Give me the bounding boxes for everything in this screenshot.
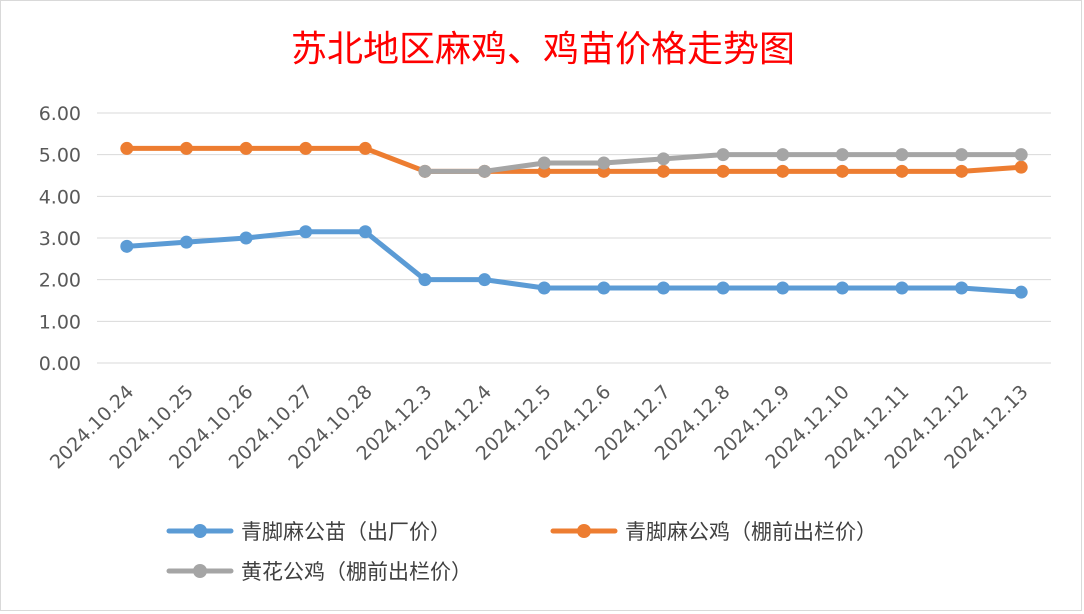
- data-point: [895, 164, 909, 178]
- x-axis-ticks: 2024.10.242024.10.252024.10.262024.10.27…: [46, 381, 1033, 473]
- y-tick-label: 6.00: [39, 103, 81, 125]
- y-tick-label: 2.00: [39, 270, 81, 292]
- data-point: [955, 164, 969, 178]
- legend-label: 黄花公鸡（棚前出栏价）: [241, 560, 472, 584]
- data-point: [1014, 148, 1028, 162]
- data-point: [656, 152, 670, 166]
- data-point: [299, 225, 313, 239]
- legend: 青脚麻公苗（出厂价） 青脚麻公鸡（棚前出栏价） 黄花公鸡（棚前出栏价）: [166, 520, 877, 584]
- data-point: [299, 141, 313, 155]
- data-point: [478, 164, 492, 178]
- data-point: [358, 141, 372, 155]
- data-point: [656, 164, 670, 178]
- data-point: [358, 225, 372, 239]
- data-point: [537, 281, 551, 295]
- data-point: [537, 156, 551, 170]
- data-point: [1014, 285, 1028, 299]
- series-line: [124, 145, 1024, 174]
- data-point: [1014, 160, 1028, 174]
- data-point: [776, 281, 790, 295]
- data-point: [716, 148, 730, 162]
- data-point: [895, 281, 909, 295]
- series-1: [120, 141, 1028, 178]
- series-2: [418, 148, 1028, 178]
- series-lines: [120, 141, 1028, 299]
- legend-marker: [193, 524, 207, 538]
- data-point: [716, 164, 730, 178]
- data-point: [776, 148, 790, 162]
- legend-label: 青脚麻公鸡（棚前出栏价）: [625, 520, 877, 544]
- legend-entry: 黄花公鸡（棚前出栏价）: [166, 560, 472, 584]
- data-point: [418, 273, 432, 287]
- series-0: [120, 225, 1028, 299]
- data-point: [835, 148, 849, 162]
- y-axis-ticks: 0.00 1.00 2.00 3.00 4.00 5.00 6.00: [39, 103, 81, 375]
- data-point: [239, 231, 253, 245]
- legend-entry: 青脚麻公苗（出厂价）: [166, 520, 451, 544]
- data-point: [955, 148, 969, 162]
- data-point: [179, 141, 193, 155]
- data-point: [179, 235, 193, 249]
- data-point: [835, 164, 849, 178]
- series-line: [124, 229, 1024, 295]
- data-point: [418, 164, 432, 178]
- data-point: [120, 141, 134, 155]
- data-point: [239, 141, 253, 155]
- data-point: [835, 281, 849, 295]
- data-point: [716, 281, 730, 295]
- legend-marker: [193, 564, 207, 578]
- data-point: [656, 281, 670, 295]
- y-tick-label: 4.00: [39, 186, 81, 208]
- legend-marker: [577, 524, 591, 538]
- y-tick-label: 5.00: [39, 145, 81, 167]
- data-point: [597, 156, 611, 170]
- data-point: [955, 281, 969, 295]
- data-point: [478, 273, 492, 287]
- legend-label: 青脚麻公苗（出厂价）: [241, 520, 451, 544]
- data-point: [895, 148, 909, 162]
- legend-entry: 青脚麻公鸡（棚前出栏价）: [550, 520, 877, 544]
- chart-title: 苏北地区麻鸡、鸡苗价格走势图: [291, 29, 795, 70]
- y-tick-label: 0.00: [39, 353, 81, 375]
- data-point: [120, 239, 134, 253]
- y-tick-label: 1.00: [39, 311, 81, 333]
- y-tick-label: 3.00: [39, 228, 81, 250]
- data-point: [597, 281, 611, 295]
- data-point: [776, 164, 790, 178]
